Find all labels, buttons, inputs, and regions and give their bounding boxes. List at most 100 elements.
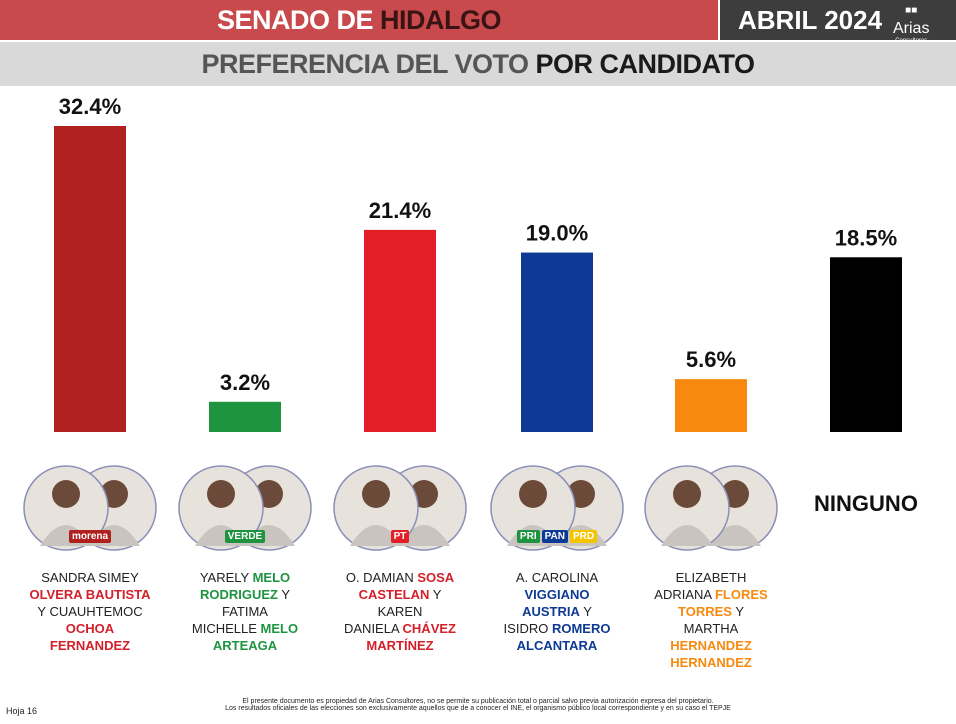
- label-line: MICHELLE MELO: [170, 620, 320, 637]
- party-logo: PT: [390, 530, 410, 543]
- text-segment: Y CUAUHTEMOC: [37, 604, 143, 619]
- logos: VERDE: [205, 530, 285, 543]
- text-segment: FATIMA: [222, 604, 268, 619]
- label-line: ADRIANA FLORES: [636, 586, 786, 603]
- label-line: FERNANDEZ: [15, 637, 165, 654]
- text-segment: NINGUNO: [814, 491, 918, 516]
- photo-head: [673, 480, 701, 508]
- label-line: MARTÍNEZ: [325, 637, 475, 654]
- category-label: SANDRA SIMEY OLVERA BAUTISTA Y CUAUHTEMOC O…: [15, 569, 165, 654]
- text-segment: MARTHA: [683, 621, 739, 636]
- text-segment: MICHELLE: [191, 621, 261, 636]
- value-label: 5.6%: [686, 347, 736, 372]
- label-line: OCHOA: [15, 620, 165, 637]
- photo-head: [207, 480, 235, 508]
- text-segment: ELIZABETH: [675, 570, 747, 585]
- header-date: ABRIL 2024: [720, 0, 956, 40]
- label-line: A. CAROLINA: [482, 569, 632, 586]
- category-label: NINGUNO: [791, 490, 941, 518]
- label-line: HERNANDEZ: [636, 654, 786, 671]
- text-segment: AUSTRIA: [522, 604, 580, 619]
- label-line: ISIDRO ROMERO: [482, 620, 632, 637]
- text-segment: PREFERENCIA DEL VOTO: [201, 49, 536, 79]
- value-label: 21.4%: [369, 198, 431, 223]
- label-line: HERNANDEZ: [636, 637, 786, 654]
- bar: [209, 401, 281, 432]
- text-segment: DANIELA: [344, 621, 403, 636]
- label-line: VIGGIANO: [482, 586, 632, 603]
- text-segment: ARTEAGA: [212, 638, 278, 653]
- text-segment: A. CAROLINA: [515, 570, 599, 585]
- text-segment: ALCANTARA: [516, 638, 598, 653]
- text-segment: YARELY: [199, 570, 253, 585]
- text-segment: Y: [579, 604, 592, 619]
- label-line: KAREN: [325, 603, 475, 620]
- text-segment: HIDALGO: [380, 5, 502, 35]
- text-segment: OLVERA BAUTISTA: [29, 587, 151, 602]
- text-segment: TORRES: [678, 604, 732, 619]
- category-label: YARELY MELO RODRIGUEZ Y FATIMA MICHELLE MEL…: [170, 569, 320, 654]
- value-label: 19.0%: [526, 221, 588, 246]
- text-segment: FERNANDEZ: [49, 638, 131, 653]
- label-line: ALCANTARA: [482, 637, 632, 654]
- text-segment: POR CANDIDATO: [535, 49, 756, 79]
- text-segment: MELO: [260, 621, 299, 636]
- label-line: ELIZABETH: [636, 569, 786, 586]
- text-segment: Y: [429, 587, 442, 602]
- photo-body: [350, 525, 402, 546]
- brand-sub: Consultores: [895, 38, 928, 44]
- text-segment: VIGGIANO: [524, 587, 590, 602]
- label-line: TORRES Y: [636, 603, 786, 620]
- text-segment: KAREN: [377, 604, 423, 619]
- photo-body: [661, 525, 713, 546]
- text-segment: MELO: [252, 570, 291, 585]
- party-logo: PRD: [569, 530, 598, 543]
- text-segment: Y: [277, 587, 291, 602]
- text-segment: OCHOA: [65, 621, 115, 636]
- brand-name: Arias: [893, 20, 930, 37]
- subtitle: PREFERENCIA DEL VOTO POR CANDIDATO: [0, 42, 956, 86]
- text-segment: HERNANDEZ: [670, 638, 752, 653]
- logos: PT: [360, 530, 440, 543]
- bar: [675, 379, 747, 432]
- label-line: OLVERA BAUTISTA: [15, 586, 165, 603]
- label-line: SANDRA SIMEY: [15, 569, 165, 586]
- label-line: YARELY MELO: [170, 569, 320, 586]
- photo-head: [362, 480, 390, 508]
- label-line: Y CUAUHTEMOC: [15, 603, 165, 620]
- bar: [521, 252, 593, 432]
- label-line: FATIMA: [170, 603, 320, 620]
- text-segment: Y: [731, 604, 744, 619]
- label-line: AUSTRIA Y: [482, 603, 632, 620]
- text-segment: RODRIGUEZ: [199, 587, 278, 602]
- party-logo: morena: [68, 530, 112, 543]
- text-segment: MARTÍNEZ: [366, 638, 434, 653]
- label-line: DANIELA CHÁVEZ: [325, 620, 475, 637]
- photo-head: [519, 480, 547, 508]
- value-label: 32.4%: [59, 94, 121, 119]
- page-number: Hoja 16: [6, 706, 38, 716]
- party-logo: PRI: [516, 530, 540, 543]
- value-label: 3.2%: [220, 370, 270, 395]
- text-segment: ROMERO: [551, 621, 611, 636]
- text-segment: ISIDRO: [503, 621, 552, 636]
- category-label: A. CAROLINA VIGGIANO AUSTRIA Y ISIDRO ROMER…: [482, 569, 632, 654]
- text-segment: SANDRA SIMEY: [41, 570, 139, 585]
- bar: [830, 257, 902, 432]
- text-segment: HERNANDEZ: [670, 655, 752, 670]
- text-segment: CHÁVEZ: [402, 621, 456, 636]
- label-line: ARTEAGA: [170, 637, 320, 654]
- note: El presente documento es propiedad de Ar…: [242, 698, 714, 705]
- party-logo: VERDE: [224, 530, 266, 543]
- value-label: 18.5%: [835, 225, 897, 250]
- label-line: MARTHA: [636, 620, 786, 637]
- logos: PRI PAN PRD: [516, 530, 598, 543]
- category-label: O. DAMIAN SOSA CASTELAN Y KAREN DANIELA CHÁ…: [325, 569, 475, 654]
- text-segment: ADRIANA: [654, 587, 715, 602]
- text-segment: CASTELAN: [358, 587, 430, 602]
- text-segment: O. DAMIAN: [345, 570, 418, 585]
- category-label: ELIZABETH ADRIANA FLORES TORRES Y MARTHA HER…: [636, 569, 786, 671]
- header-title: SENADO DE HIDALGO: [0, 0, 718, 40]
- bar: [54, 126, 126, 432]
